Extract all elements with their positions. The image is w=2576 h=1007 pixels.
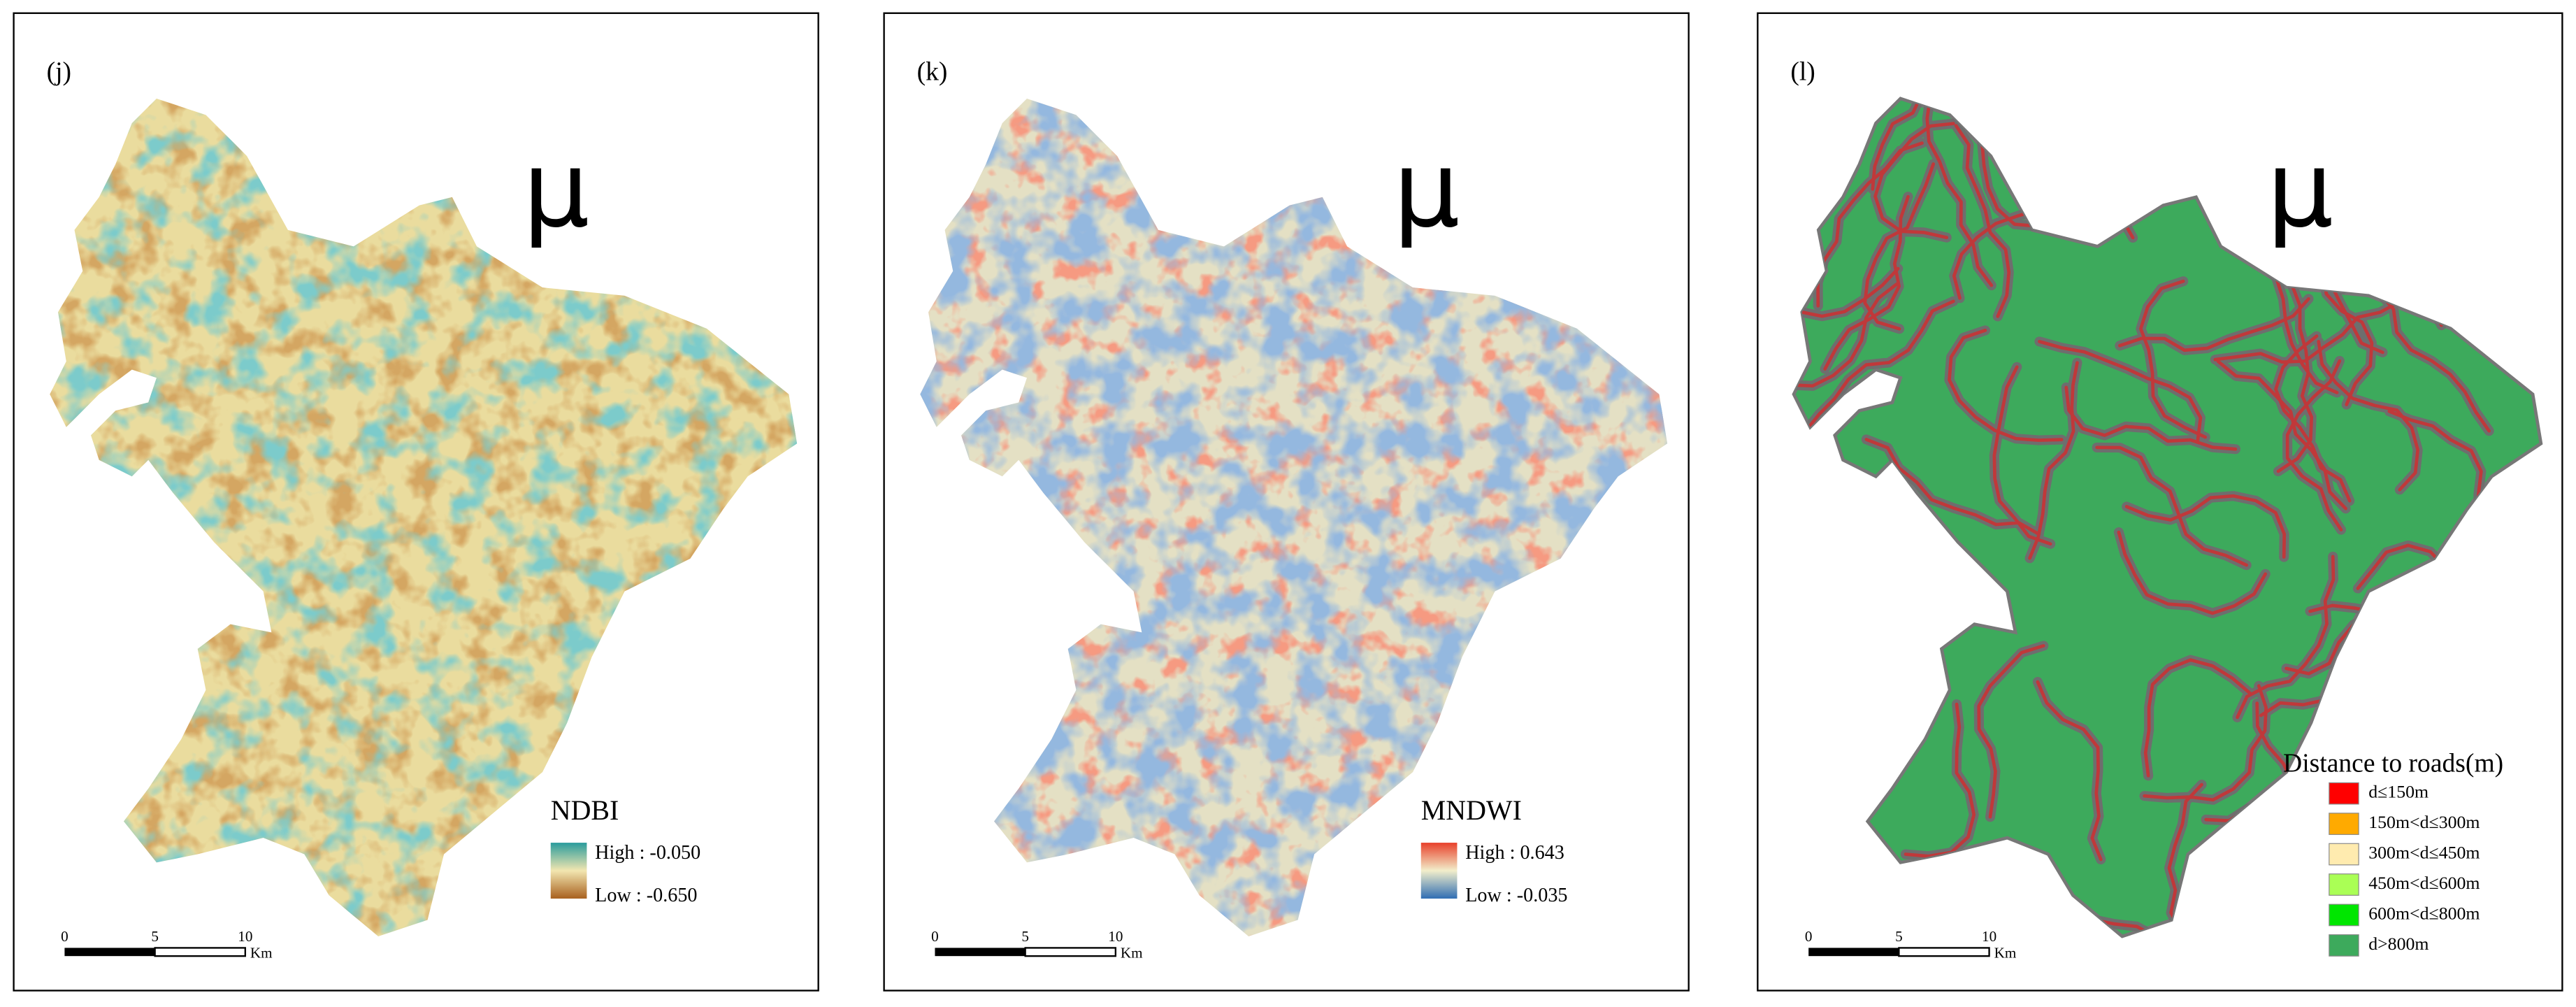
panel-label: (j) (47, 57, 71, 86)
legend-swatch (2329, 843, 2359, 866)
scale-bar (1024, 947, 1117, 957)
scale-unit: Km (1121, 945, 1143, 962)
legend-item: 450m<d≤600m (2368, 873, 2480, 893)
legend-high: High : -0.050 (595, 842, 700, 864)
scale-unit: Km (1994, 945, 2017, 962)
legend-item: 600m<d≤800m (2368, 903, 2480, 923)
legend-item: 150m<d≤300m (2368, 812, 2480, 832)
legend-ramp (550, 843, 587, 899)
legend-swatch (2329, 904, 2359, 927)
north-arrow: μ (523, 129, 590, 251)
legend-swatch (2329, 873, 2359, 896)
scale-bar (154, 947, 246, 957)
panel-label: (k) (917, 57, 948, 86)
north-arrow: μ (2267, 129, 2334, 251)
legend-low: Low : -0.035 (1465, 885, 1567, 906)
scale-label: 5 (1021, 928, 1029, 945)
legend-swatch (2329, 934, 2359, 957)
legend-title: Distance to roads(m) (2283, 749, 2503, 778)
legend-swatch (2329, 782, 2359, 805)
scale-label: 0 (931, 928, 939, 945)
legend-item: 300m<d≤450m (2368, 842, 2480, 862)
panel-label: (l) (1790, 57, 1815, 86)
scale-label: 0 (1805, 928, 1813, 945)
legend-item: d≤150m (2368, 782, 2429, 802)
scale-bar (1808, 948, 1899, 957)
legend-title: MNDWI (1421, 794, 1522, 826)
legend-high: High : 0.643 (1465, 842, 1564, 864)
map-panel: Distance to roads(m) d≤150m 150m<d≤300m 300… (1757, 12, 2563, 992)
scale-bar (1898, 947, 1990, 957)
raster-texture (920, 98, 1668, 936)
legend-ramp (1420, 843, 1458, 899)
scale-bar (64, 948, 155, 957)
legend-swatch (2329, 813, 2359, 835)
scale-label: 5 (151, 928, 159, 945)
scale-label: 0 (61, 928, 69, 945)
scale-bar (935, 948, 1026, 957)
legend-item: d>800m (2368, 934, 2429, 954)
scale-label: 10 (1108, 928, 1123, 945)
raster-texture (50, 98, 798, 936)
scale-label: 10 (1982, 928, 1996, 945)
legend-title: NDBI (551, 794, 619, 826)
legend-low: Low : -0.650 (595, 885, 697, 906)
scale-unit: Km (250, 945, 273, 962)
scale-label: 10 (238, 928, 252, 945)
scale-label: 5 (1895, 928, 1903, 945)
north-arrow: μ (1393, 129, 1460, 251)
